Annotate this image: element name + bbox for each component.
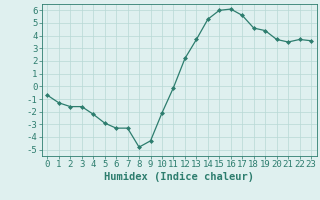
X-axis label: Humidex (Indice chaleur): Humidex (Indice chaleur) (104, 172, 254, 182)
